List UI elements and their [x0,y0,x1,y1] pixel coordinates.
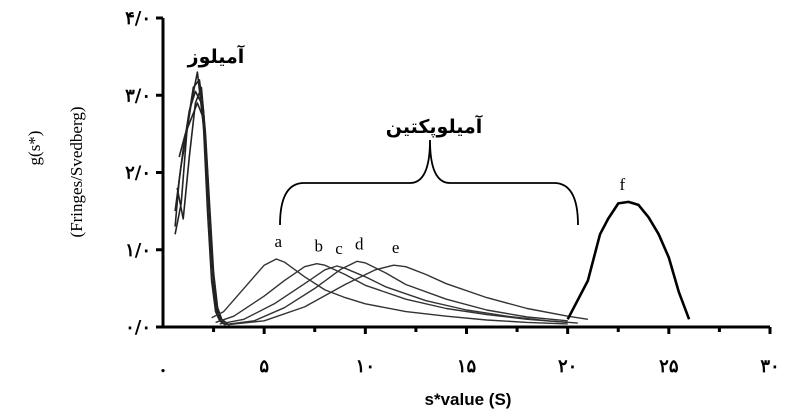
amylopectin-brace [279,139,579,226]
y-axis-label-line1: g(s*) [25,131,44,166]
x-axis-label: s*value (S) [425,390,512,409]
series-label-a: a [275,232,283,251]
series-line-f [566,200,691,320]
series-group: a b c d e f [211,175,691,326]
y-tick-group: ۰/۰ ۱/۰ ۲/۰ ۳/۰ ۴/۰ [125,8,163,338]
axes [161,18,770,329]
y-tick-label-3: ۳/۰ [125,85,151,106]
series-line-d [223,260,568,326]
series-line-a [211,258,568,325]
amylose-annotation: آمیلوز [187,44,245,68]
series-label-b: b [315,237,324,256]
x-tick-label-5: ۲۵ [659,356,679,377]
amylopectin-annotation: آمیلوپکتین [386,114,483,138]
series-label-c: c [335,239,343,258]
y-tick-label-1: ۱/۰ [125,240,151,261]
series-line-e [227,264,589,326]
y-tick-label-0: ۰/۰ [125,317,151,338]
x-tick-label-1: ۵ [259,356,269,377]
x-tick-label-6: ۳۰ [760,356,779,377]
series-label-d: d [355,234,364,253]
y-axis-label-line2: (Fringes/Svedberg) [67,107,86,238]
x-tick-group: . ۵ ۱۰ ۱۵ ۲۰ ۲۵ ۳۰ [160,327,780,377]
series-label-e: e [392,238,400,257]
amylose-trace-0 [174,90,227,326]
x-tick-label-3: ۱۵ [457,356,477,377]
x-tick-label-4: ۲۰ [558,356,577,377]
x-tick-label-0: . [160,356,166,377]
amylose-traces [174,71,231,326]
series-line-c [219,265,578,325]
amylose-trace-4 [178,102,225,324]
series-line-b [215,263,568,324]
series-label-f: f [620,175,626,194]
y-tick-label-2: ۲/۰ [125,163,151,184]
y-tick-label-4: ۴/۰ [125,8,151,29]
x-tick-label-2: ۱۰ [356,356,375,377]
brace-path [279,139,579,226]
